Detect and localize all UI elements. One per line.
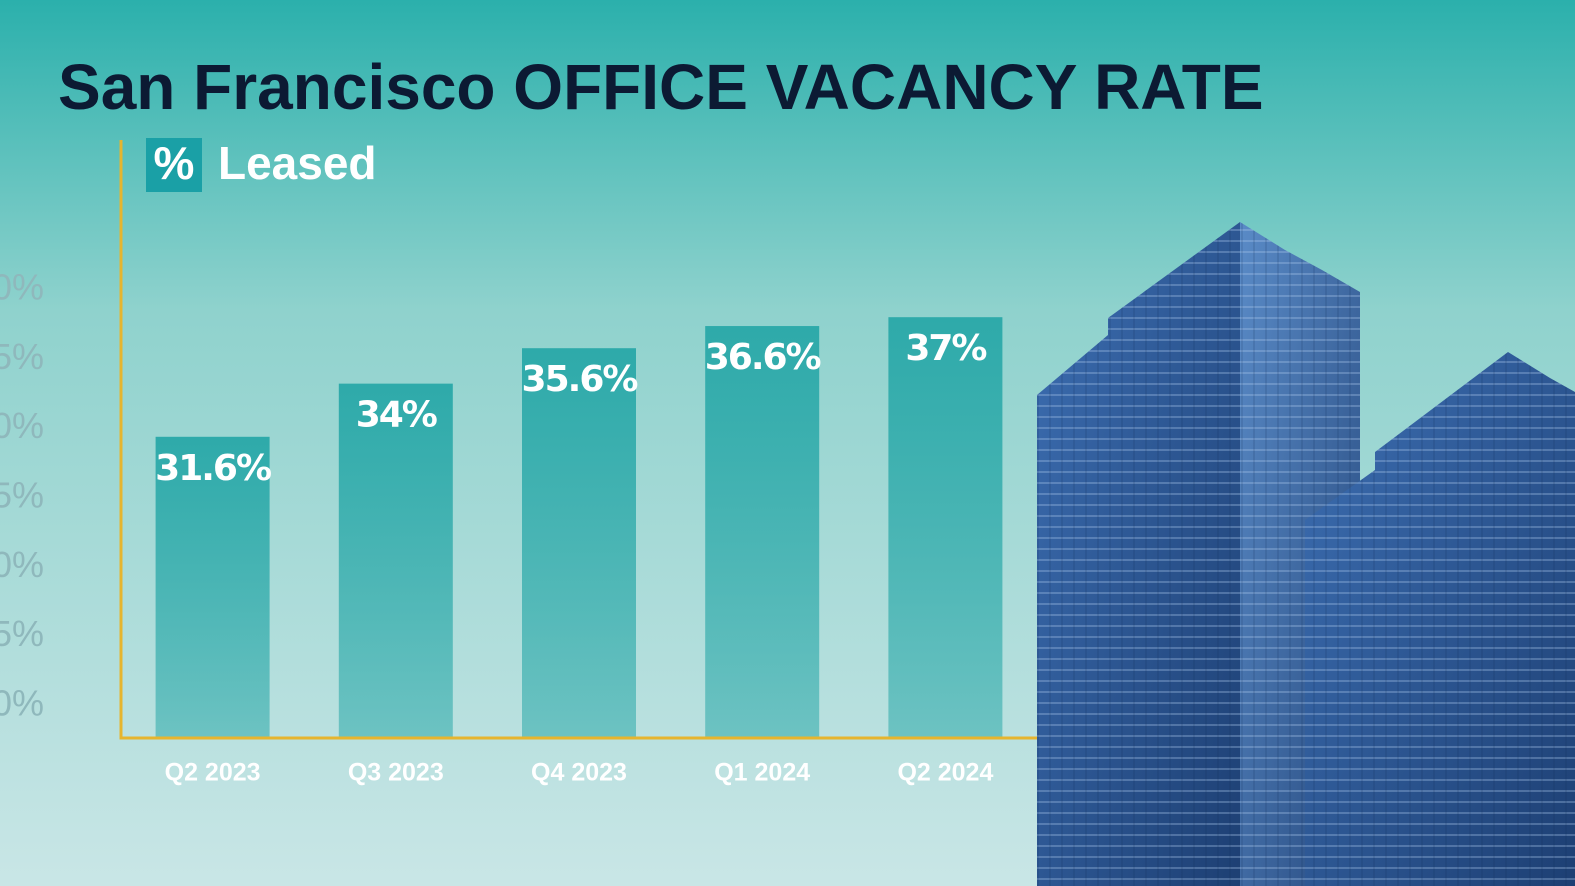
value-label: 35.6% — [522, 359, 638, 400]
y2-tick-label: 10% — [0, 683, 44, 724]
bar — [888, 317, 1003, 738]
axis-line — [119, 140, 1037, 740]
value-label: 36.6% — [705, 337, 821, 378]
x-tick-label: Q1 2024 — [714, 759, 810, 787]
y2-tick-label: 35% — [0, 336, 44, 377]
chart-title: San Francisco OFFICE VACANCY RATE — [58, 51, 1264, 123]
legend-label: Leased — [218, 137, 377, 189]
buildings — [1037, 222, 1575, 886]
x-tick-label: Q4 2023 — [531, 759, 627, 787]
legend-swatch — [146, 138, 202, 192]
y2-tick-label: 20% — [0, 544, 44, 585]
value-label: 34% — [356, 395, 437, 436]
y2-tick-label: 25% — [0, 475, 44, 516]
legend-marker: % — [154, 137, 195, 189]
x-tick-label: Q3 2023 — [348, 759, 444, 787]
y2-tick-label: 15% — [0, 613, 44, 654]
bar — [705, 326, 820, 738]
y2-tick-label: 30% — [0, 405, 44, 446]
value-label: 37% — [905, 328, 986, 369]
bar — [522, 348, 636, 738]
bar — [338, 383, 453, 738]
x-tick-label: Q2 2024 — [897, 759, 993, 787]
x-tick-label: Q2 2023 — [165, 759, 261, 787]
y2-tick-label: 40% — [0, 267, 44, 308]
value-label: 31.6% — [155, 448, 271, 489]
bar — [155, 436, 270, 738]
